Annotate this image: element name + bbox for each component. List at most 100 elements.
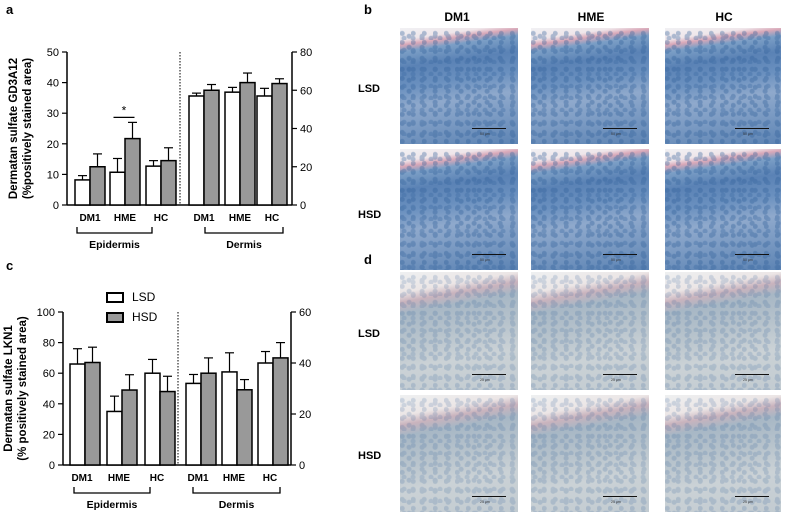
category-label: HME bbox=[114, 213, 137, 224]
scale-bar bbox=[735, 128, 769, 129]
bar-hsd-dermis bbox=[200, 372, 217, 466]
tissue-texture bbox=[665, 28, 781, 144]
scale-bar bbox=[472, 496, 506, 497]
micrograph-b-lsd-dm1: 50 µm bbox=[400, 28, 518, 144]
scale-bar-label: 50 µm bbox=[743, 132, 753, 136]
scale-bar bbox=[603, 128, 637, 129]
panel-letter-d: d bbox=[364, 252, 372, 267]
bar-hsd-epidermis bbox=[124, 137, 141, 206]
left-tick-label: 30 bbox=[47, 108, 59, 120]
left-tick-label: 40 bbox=[47, 78, 59, 90]
scale-bar-label: 25 µm bbox=[611, 378, 621, 382]
right-tick-label: 0 bbox=[299, 460, 305, 472]
panel-letter-c: c bbox=[6, 258, 14, 273]
right-tick-label: 80 bbox=[300, 47, 312, 59]
micro-row-b-hsd: HSD bbox=[358, 209, 382, 221]
group-bracket bbox=[192, 487, 281, 494]
bar-hsd-dermis bbox=[203, 89, 220, 206]
category-label: HME bbox=[229, 213, 252, 224]
left-tick-label: 0 bbox=[53, 200, 59, 212]
bar-lsd-dermis bbox=[256, 95, 273, 206]
panel-letter-b: b bbox=[364, 2, 372, 17]
category-label: HME bbox=[223, 473, 246, 484]
micro-row-b-lsd: LSD bbox=[358, 83, 380, 95]
micro-column-hc: HC bbox=[715, 10, 733, 24]
micro-row-d-hsd: HSD bbox=[358, 450, 382, 462]
scale-bar-label: 25 µm bbox=[743, 500, 753, 504]
micro-row-d-lsd: LSD bbox=[358, 328, 380, 340]
panel-letter-a: a bbox=[6, 2, 14, 17]
tissue-texture bbox=[400, 28, 518, 144]
tissue-texture bbox=[531, 395, 649, 512]
bar-lsd-dermis bbox=[257, 362, 274, 466]
bar-lsd-dermis bbox=[188, 95, 205, 206]
bar-lsd-epidermis bbox=[109, 171, 126, 206]
tissue-texture bbox=[531, 149, 649, 270]
scale-bar bbox=[735, 374, 769, 375]
bar-lsd-epidermis bbox=[106, 410, 123, 466]
bar-lsd-epidermis bbox=[74, 179, 91, 206]
scale-bar-label: 25 µm bbox=[743, 378, 753, 382]
legend-label-hsd: HSD bbox=[132, 310, 158, 324]
right-tick-label: 40 bbox=[299, 358, 311, 370]
y-axis-title: Dermatan sulfate GD3A12 bbox=[8, 58, 20, 199]
left-tick-label: 10 bbox=[47, 169, 59, 181]
bar-hsd-dermis bbox=[239, 81, 256, 206]
bar-hsd-dermis bbox=[271, 82, 288, 206]
bar-lsd-dermis bbox=[224, 91, 241, 206]
right-tick-label: 20 bbox=[299, 409, 311, 421]
legend: LSD HSD bbox=[106, 287, 157, 327]
scale-bar bbox=[603, 496, 637, 497]
micrograph-d-hsd-dm1: 25 µm bbox=[400, 395, 518, 512]
scale-bar-label: 25 µm bbox=[480, 500, 490, 504]
legend-item-lsd: LSD bbox=[106, 287, 157, 307]
category-label: HC bbox=[154, 213, 168, 224]
legend-item-hsd: HSD bbox=[106, 307, 157, 327]
right-tick-label: 60 bbox=[300, 85, 312, 97]
tissue-texture bbox=[665, 272, 781, 390]
group-bracket bbox=[73, 487, 151, 494]
scale-bar bbox=[603, 254, 637, 255]
left-tick-label: 100 bbox=[37, 307, 55, 319]
category-label: DM1 bbox=[193, 213, 215, 224]
micrograph-d-hsd-hme: 25 µm bbox=[531, 395, 649, 512]
scale-bar bbox=[603, 374, 637, 375]
category-label: HC bbox=[263, 473, 277, 484]
category-label: HME bbox=[108, 473, 131, 484]
tissue-texture bbox=[531, 272, 649, 390]
left-tick-label: 80 bbox=[43, 338, 55, 350]
chart-lkn1: 0 20 40 60 80 100 0 20 40 60 Dermatan sulfate LKN1… bbox=[3, 307, 311, 511]
bar-hsd-epidermis bbox=[160, 159, 177, 206]
bar-lsd-epidermis bbox=[144, 372, 161, 466]
bar-hsd-dermis bbox=[272, 357, 289, 466]
right-tick-label: 40 bbox=[300, 124, 312, 136]
tissue-texture bbox=[400, 149, 518, 270]
left-tick-label: 50 bbox=[47, 47, 59, 59]
legend-swatch-lsd bbox=[106, 291, 124, 303]
left-tick-label: 40 bbox=[43, 399, 55, 411]
scale-bar-label: 50 µm bbox=[480, 258, 490, 262]
micro-column-dm1: DM1 bbox=[444, 10, 470, 24]
micro-column-hme: HME bbox=[577, 10, 605, 24]
tissue-texture bbox=[665, 395, 781, 512]
scale-bar-label: 50 µm bbox=[611, 258, 621, 262]
tissue-texture bbox=[400, 395, 518, 512]
y-axis-subtitle: (%positively stained area) bbox=[22, 58, 34, 199]
group-label: Epidermis bbox=[89, 239, 140, 251]
bar-lsd-epidermis bbox=[145, 165, 162, 206]
y-axis-title: Dermatan sulfate LKN1 bbox=[3, 325, 15, 452]
bar-lsd-epidermis bbox=[69, 363, 86, 466]
micrograph-b-hsd-dm1: 50 µm bbox=[400, 149, 518, 270]
right-tick-label: 20 bbox=[300, 162, 312, 174]
category-label: DM1 bbox=[187, 473, 209, 484]
legend-label-lsd: LSD bbox=[132, 290, 156, 304]
bar-lsd-dermis bbox=[185, 382, 202, 466]
tissue-texture bbox=[665, 149, 781, 270]
micrograph-b-lsd-hc: 50 µm bbox=[665, 28, 781, 144]
scale-bar bbox=[735, 254, 769, 255]
group-label: Dermis bbox=[226, 239, 262, 251]
group-label: Dermis bbox=[219, 499, 255, 511]
left-tick-label: 20 bbox=[43, 429, 55, 441]
micrograph-d-hsd-hc: 25 µm bbox=[665, 395, 781, 512]
micrograph-b-hsd-hc: 50 µm bbox=[665, 149, 781, 270]
